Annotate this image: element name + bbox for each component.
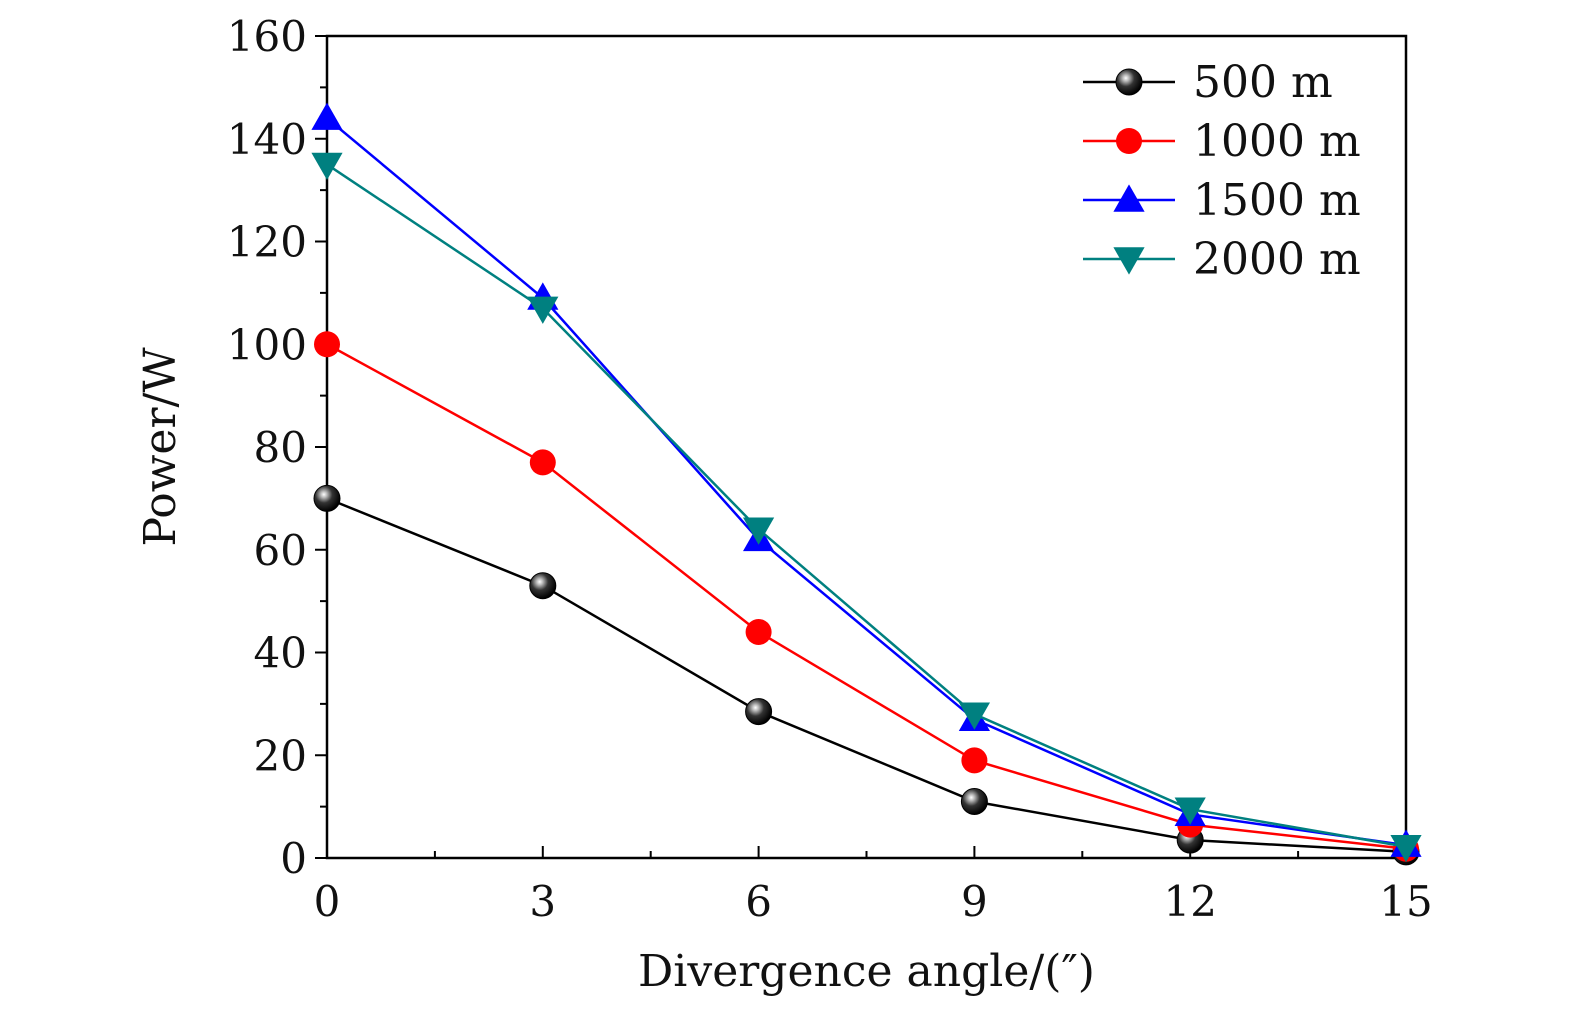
data-point	[313, 484, 341, 512]
y-tick-label: 40	[254, 629, 307, 678]
legend-label: 2000 m	[1193, 234, 1361, 285]
series-line	[326, 497, 1407, 854]
y-tick-label: 100	[227, 320, 307, 369]
data-point	[529, 572, 557, 600]
legend-marker	[1113, 247, 1145, 275]
data-point	[1174, 797, 1206, 825]
data-point	[961, 747, 988, 774]
series-line	[326, 163, 1407, 848]
series-500-m	[313, 484, 1420, 866]
axes-layer: 0 3 6 9 12 15 0 20 40 60 80 100 120 140 160	[227, 12, 1433, 926]
y-axis-label: Power/W	[135, 347, 186, 547]
legend-label: 1000 m	[1193, 116, 1361, 167]
legend-label: 500 m	[1193, 57, 1333, 108]
y-tick-label: 160	[227, 12, 307, 61]
y-tick-label: 0	[280, 834, 307, 883]
y-tick-label: 120	[227, 218, 307, 267]
legend-label: 1500 m	[1193, 175, 1361, 226]
legend: 500 m 1000 m 1500 m 2000 m	[1083, 57, 1361, 285]
series-line	[326, 117, 1407, 847]
data-point	[743, 517, 775, 545]
data-point	[1390, 834, 1422, 863]
data-point	[527, 296, 559, 324]
series-1000-m	[314, 331, 1419, 862]
x-tick-label: 15	[1379, 877, 1432, 926]
data-point	[960, 787, 988, 815]
x-tick-label: 12	[1163, 877, 1216, 926]
x-tick-label: 3	[529, 877, 556, 926]
legend-item: 500 m	[1083, 57, 1333, 108]
legend-item: 1500 m	[1083, 175, 1361, 226]
legend-marker	[1113, 184, 1145, 212]
x-tick-label: 9	[961, 877, 988, 926]
legend-item: 2000 m	[1083, 234, 1361, 285]
data-point	[745, 698, 773, 726]
data-point	[314, 331, 340, 358]
data-point	[958, 702, 990, 730]
x-tick-label: 0	[314, 877, 341, 926]
x-tick-label: 6	[745, 877, 772, 926]
y-tick-label: 80	[254, 423, 307, 472]
series-line	[326, 343, 1407, 850]
y-tick-label: 20	[254, 731, 307, 780]
data-point	[311, 102, 343, 130]
series-2000-m	[311, 152, 1422, 863]
legend-marker	[1115, 68, 1143, 96]
data-point	[529, 449, 556, 476]
legend-marker	[1116, 128, 1142, 154]
y-tick-label: 140	[227, 115, 307, 164]
data-point	[745, 618, 772, 645]
legend-item: 1000 m	[1083, 116, 1361, 167]
x-axis-label: Divergence angle/(″)	[638, 946, 1095, 997]
data-point	[311, 152, 343, 181]
y-tick-label: 60	[254, 526, 307, 575]
series-layer	[311, 102, 1422, 866]
